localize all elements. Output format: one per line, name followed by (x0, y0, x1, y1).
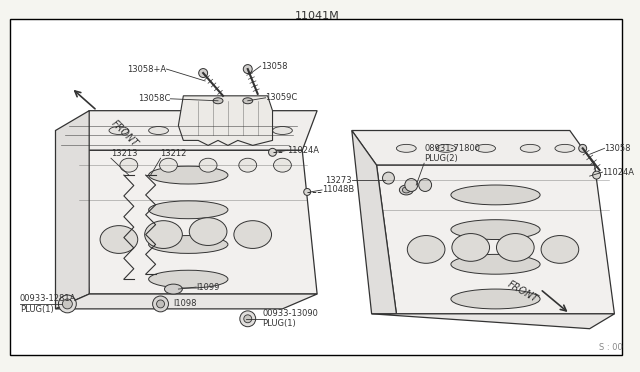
Ellipse shape (541, 235, 579, 263)
Circle shape (198, 68, 207, 77)
Text: 00933-1281A
PLUG(1): 00933-1281A PLUG(1) (20, 294, 76, 314)
Circle shape (244, 315, 252, 323)
Text: 13273: 13273 (325, 176, 352, 185)
Ellipse shape (269, 148, 276, 156)
Polygon shape (56, 294, 317, 309)
Ellipse shape (100, 226, 138, 253)
Circle shape (579, 144, 587, 152)
Polygon shape (352, 131, 396, 314)
Circle shape (63, 299, 72, 309)
Ellipse shape (145, 221, 182, 248)
Text: 11048B: 11048B (322, 186, 355, 195)
Polygon shape (74, 111, 317, 150)
Text: 11041M: 11041M (295, 10, 339, 20)
Ellipse shape (304, 189, 310, 195)
Ellipse shape (109, 126, 129, 134)
Circle shape (243, 65, 252, 74)
Ellipse shape (159, 158, 177, 172)
Text: l1098: l1098 (173, 299, 197, 308)
Text: l1099: l1099 (196, 283, 220, 292)
Polygon shape (74, 150, 317, 294)
Ellipse shape (189, 218, 227, 246)
Ellipse shape (273, 126, 292, 134)
Ellipse shape (148, 126, 168, 134)
Text: 13058+A: 13058+A (127, 65, 166, 74)
Circle shape (405, 179, 418, 192)
Ellipse shape (396, 144, 416, 152)
Text: 13213: 13213 (111, 149, 138, 158)
Ellipse shape (451, 185, 540, 205)
Polygon shape (352, 131, 595, 165)
Ellipse shape (234, 221, 271, 248)
Ellipse shape (164, 284, 182, 294)
Circle shape (152, 296, 168, 312)
Text: 13058: 13058 (260, 62, 287, 71)
Circle shape (240, 311, 255, 327)
Ellipse shape (239, 158, 257, 172)
Ellipse shape (273, 158, 291, 172)
Text: 00933-13090
PLUG(1): 00933-13090 PLUG(1) (262, 309, 319, 328)
Ellipse shape (403, 187, 410, 193)
Text: 08931-71800
PLUG(2): 08931-71800 PLUG(2) (424, 144, 480, 163)
Ellipse shape (520, 144, 540, 152)
Ellipse shape (476, 144, 495, 152)
Ellipse shape (407, 235, 445, 263)
Ellipse shape (436, 144, 456, 152)
Ellipse shape (451, 289, 540, 309)
Text: FRONT: FRONT (506, 279, 540, 304)
Ellipse shape (148, 201, 228, 219)
Ellipse shape (593, 171, 600, 179)
Ellipse shape (213, 98, 223, 104)
Text: S : 00: S : 00 (598, 343, 622, 353)
Polygon shape (56, 111, 89, 309)
Ellipse shape (555, 144, 575, 152)
Text: 13059C: 13059C (266, 93, 298, 102)
Ellipse shape (148, 166, 228, 184)
Polygon shape (179, 96, 273, 145)
Circle shape (58, 295, 76, 313)
Ellipse shape (199, 158, 217, 172)
Text: 11024A: 11024A (602, 168, 634, 177)
Text: 13212: 13212 (161, 149, 187, 158)
Ellipse shape (451, 220, 540, 240)
Ellipse shape (243, 98, 253, 104)
Circle shape (419, 179, 431, 192)
Circle shape (157, 300, 164, 308)
Ellipse shape (233, 126, 253, 134)
Circle shape (383, 172, 394, 184)
Polygon shape (372, 314, 614, 329)
Text: FRONT: FRONT (109, 119, 140, 149)
Ellipse shape (451, 254, 540, 274)
Text: 13058C: 13058C (138, 94, 170, 103)
Text: 13058: 13058 (605, 144, 631, 153)
Ellipse shape (120, 158, 138, 172)
Polygon shape (376, 165, 614, 314)
Ellipse shape (193, 126, 213, 134)
Ellipse shape (497, 234, 534, 261)
Ellipse shape (452, 234, 490, 261)
Text: 11024A: 11024A (287, 146, 319, 155)
Ellipse shape (148, 235, 228, 253)
Ellipse shape (148, 270, 228, 288)
Ellipse shape (399, 185, 413, 195)
